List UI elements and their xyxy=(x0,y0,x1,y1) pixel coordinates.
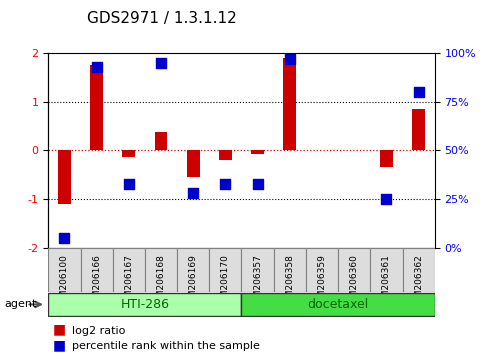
FancyBboxPatch shape xyxy=(145,248,177,292)
Text: ■: ■ xyxy=(53,322,66,336)
Text: GSM206168: GSM206168 xyxy=(156,255,166,309)
Text: GSM206361: GSM206361 xyxy=(382,255,391,309)
Text: GSM206100: GSM206100 xyxy=(60,255,69,309)
Text: GSM206362: GSM206362 xyxy=(414,255,423,309)
Text: GSM206169: GSM206169 xyxy=(189,255,198,309)
FancyBboxPatch shape xyxy=(81,248,113,292)
Bar xyxy=(187,150,199,177)
FancyBboxPatch shape xyxy=(242,293,435,316)
Point xyxy=(383,196,390,202)
Bar xyxy=(412,109,425,150)
Point xyxy=(254,181,261,186)
Bar xyxy=(219,150,232,160)
Point xyxy=(415,89,423,95)
FancyBboxPatch shape xyxy=(338,248,370,292)
Bar xyxy=(90,65,103,150)
Bar xyxy=(251,150,264,154)
Point xyxy=(286,56,294,62)
FancyBboxPatch shape xyxy=(370,248,402,292)
Point xyxy=(125,181,133,186)
Text: GSM206167: GSM206167 xyxy=(124,255,133,309)
Text: percentile rank within the sample: percentile rank within the sample xyxy=(72,341,260,351)
Bar xyxy=(380,150,393,167)
Text: GSM206166: GSM206166 xyxy=(92,255,101,309)
FancyBboxPatch shape xyxy=(274,248,306,292)
Text: GSM206170: GSM206170 xyxy=(221,255,230,309)
FancyBboxPatch shape xyxy=(48,248,81,292)
Text: log2 ratio: log2 ratio xyxy=(72,326,126,336)
Point xyxy=(60,235,68,241)
Text: GSM206357: GSM206357 xyxy=(253,255,262,309)
FancyBboxPatch shape xyxy=(402,248,435,292)
FancyBboxPatch shape xyxy=(177,248,209,292)
FancyBboxPatch shape xyxy=(306,248,338,292)
Bar xyxy=(58,150,71,204)
FancyBboxPatch shape xyxy=(242,248,274,292)
Text: docetaxel: docetaxel xyxy=(308,298,369,311)
FancyBboxPatch shape xyxy=(209,248,242,292)
Text: GDS2971 / 1.3.1.12: GDS2971 / 1.3.1.12 xyxy=(87,11,237,25)
Text: GSM206358: GSM206358 xyxy=(285,255,294,309)
Point xyxy=(189,190,197,196)
Text: HTI-286: HTI-286 xyxy=(120,298,170,311)
Bar xyxy=(155,132,168,150)
FancyBboxPatch shape xyxy=(113,248,145,292)
Text: GSM206360: GSM206360 xyxy=(350,255,359,309)
FancyBboxPatch shape xyxy=(48,293,242,316)
Point xyxy=(93,64,100,69)
Text: GSM206359: GSM206359 xyxy=(317,255,327,309)
Bar xyxy=(122,150,135,157)
Point xyxy=(222,181,229,186)
Text: ■: ■ xyxy=(53,338,66,352)
Bar xyxy=(284,58,296,150)
Point xyxy=(157,60,165,66)
Text: agent: agent xyxy=(5,299,37,309)
